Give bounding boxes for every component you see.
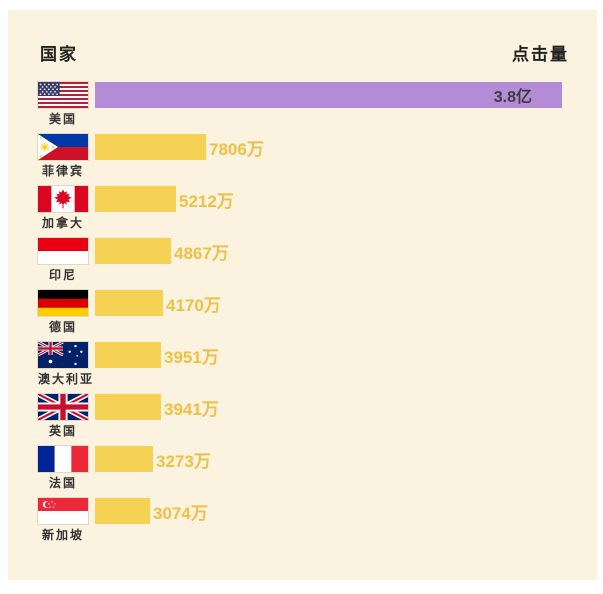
bar-usa: 3.8亿 bbox=[95, 82, 562, 108]
bar-area: 4170万 bbox=[95, 290, 221, 316]
bar-uk bbox=[95, 394, 161, 420]
bar-australia bbox=[95, 342, 161, 368]
value-label: 4867万 bbox=[174, 243, 229, 263]
value-label: 7806万 bbox=[209, 139, 264, 159]
flag-icon-australia bbox=[38, 342, 88, 368]
header-country-label: 国家 bbox=[40, 45, 78, 64]
bar-area: 5212万 bbox=[95, 186, 234, 212]
bar-france bbox=[95, 446, 153, 472]
flag-icon-philippines bbox=[38, 134, 88, 160]
value-label: 3273万 bbox=[156, 451, 211, 471]
flag-and-country: 新加坡 bbox=[38, 498, 88, 543]
header-clicks-label: 点击量 bbox=[512, 45, 569, 64]
flag-and-country: 法国 bbox=[38, 446, 88, 491]
chart-row: 加拿大 5212万 bbox=[8, 186, 597, 238]
chart-row: 美国 3.8亿 bbox=[8, 82, 597, 134]
chart-panel: 国家 点击量 美国 3.8亿菲律宾 7806万加拿大 5212万印尼 4867万德国 41… bbox=[8, 10, 597, 580]
flag-and-country: 美国 bbox=[38, 82, 88, 127]
flag-icon-france bbox=[38, 446, 88, 472]
bar-canada bbox=[95, 186, 176, 212]
chart-row: 菲律宾 7806万 bbox=[8, 134, 597, 186]
flag-icon-uk bbox=[38, 394, 88, 420]
value-label: 5212万 bbox=[179, 191, 234, 211]
country-label: 加拿大 bbox=[41, 216, 84, 230]
country-label: 菲律宾 bbox=[41, 164, 84, 178]
bar-area: 7806万 bbox=[95, 134, 264, 160]
flag-and-country: 加拿大 bbox=[38, 186, 88, 231]
flag-icon-indonesia bbox=[38, 238, 88, 264]
bar-area: 3.8亿 bbox=[95, 82, 562, 108]
value-label: 4170万 bbox=[166, 295, 221, 315]
bar-area: 3951万 bbox=[95, 342, 219, 368]
bar-area: 3273万 bbox=[95, 446, 211, 472]
flag-icon-canada bbox=[38, 186, 88, 212]
flag-and-country: 印尼 bbox=[38, 238, 88, 283]
country-label: 新加坡 bbox=[41, 528, 84, 542]
flag-icon-singapore bbox=[38, 498, 88, 524]
value-label: 3.8亿 bbox=[493, 89, 532, 106]
flag-and-country: 德国 bbox=[38, 290, 88, 335]
bar-singapore bbox=[95, 498, 150, 524]
bar-philippines bbox=[95, 134, 206, 160]
country-label: 英国 bbox=[48, 424, 77, 438]
country-label: 法国 bbox=[48, 476, 77, 490]
country-label: 澳大利亚 bbox=[38, 372, 95, 386]
bar-area: 3074万 bbox=[95, 498, 208, 524]
bar-germany bbox=[95, 290, 163, 316]
chart-row: 新加坡 3074万 bbox=[8, 498, 597, 550]
country-label: 德国 bbox=[48, 320, 77, 334]
flag-icon-germany bbox=[38, 290, 88, 316]
flag-and-country: 澳大利亚 bbox=[38, 342, 95, 387]
chart-row: 澳大利亚 3951万 bbox=[8, 342, 597, 394]
flag-and-country: 菲律宾 bbox=[38, 134, 88, 179]
chart-row: 法国 3273万 bbox=[8, 446, 597, 498]
bar-area: 3941万 bbox=[95, 394, 219, 420]
chart-row: 印尼 4867万 bbox=[8, 238, 597, 290]
flag-icon-usa bbox=[38, 82, 88, 108]
country-label: 印尼 bbox=[48, 268, 77, 282]
value-label: 3951万 bbox=[164, 347, 219, 367]
chart-header: 国家 点击量 bbox=[40, 40, 569, 65]
value-label: 3074万 bbox=[153, 503, 208, 523]
flag-and-country: 英国 bbox=[38, 394, 88, 439]
chart-rows: 美国 3.8亿菲律宾 7806万加拿大 5212万印尼 4867万德国 4170万澳大利亚… bbox=[8, 82, 597, 550]
chart-row: 德国 4170万 bbox=[8, 290, 597, 342]
value-label: 3941万 bbox=[164, 399, 219, 419]
bar-area: 4867万 bbox=[95, 238, 229, 264]
chart-row: 英国 3941万 bbox=[8, 394, 597, 446]
country-label: 美国 bbox=[48, 112, 77, 126]
bar-indonesia bbox=[95, 238, 171, 264]
